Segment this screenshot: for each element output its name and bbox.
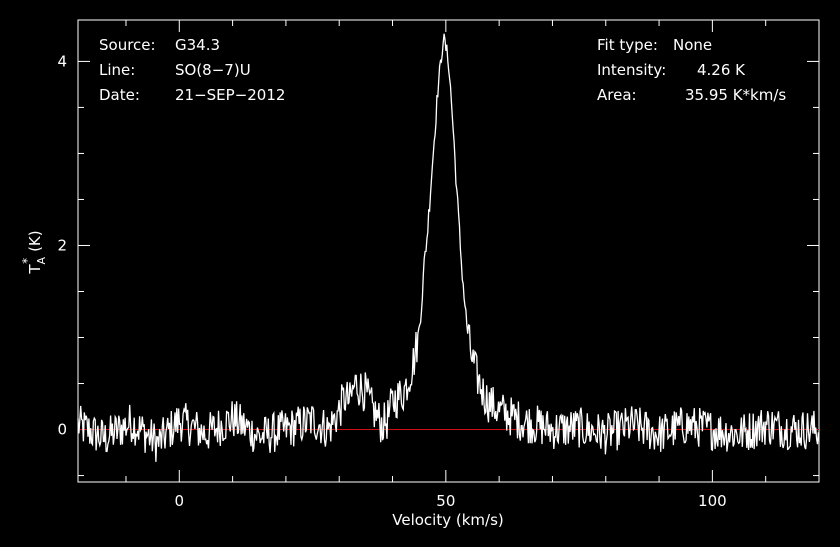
date-key: Date: xyxy=(99,86,140,104)
y-tick-label: 2 xyxy=(57,236,67,254)
svg-text:TA*(K): TA* (K) xyxy=(20,230,48,274)
intensity-value: 4.26 K xyxy=(697,61,746,79)
y-tick-label: 0 xyxy=(57,421,67,439)
y-axis-label: TA* (K) xyxy=(20,230,48,274)
source-key: Source: xyxy=(99,36,156,54)
x-axis-label: Velocity (km/s) xyxy=(392,511,503,529)
spectrum-line xyxy=(77,33,820,462)
header-left: Source: G34.3 Line: SO(8−7)U Date: 21−SE… xyxy=(99,36,285,104)
source-value: G34.3 xyxy=(175,36,220,54)
line-key: Line: xyxy=(99,61,135,79)
area-key: Area: xyxy=(597,86,637,104)
y-axis-label-sup: * xyxy=(20,258,34,264)
y-axis-label-sub: A xyxy=(35,256,48,264)
y-axis-label-unit: (K) xyxy=(26,230,44,252)
fit-type-key: Fit type: xyxy=(597,36,658,54)
intensity-key: Intensity: xyxy=(597,61,666,79)
plot-frame xyxy=(77,19,820,483)
date-value: 21−SEP−2012 xyxy=(175,86,285,104)
ticks: 0 50 100 0 2 4 xyxy=(57,20,820,510)
x-tick-label: 0 xyxy=(175,492,185,510)
x-tick-label: 50 xyxy=(436,492,455,510)
y-axis-label-main: T xyxy=(26,264,44,275)
area-value: 35.95 K*km/s xyxy=(685,86,786,104)
header-right: Fit type: None Intensity: 4.26 K Area: 3… xyxy=(597,36,786,104)
x-tick-label: 100 xyxy=(698,492,727,510)
line-value: SO(8−7)U xyxy=(175,61,251,79)
fit-type-value: None xyxy=(673,36,712,54)
y-tick-label: 4 xyxy=(57,52,67,70)
